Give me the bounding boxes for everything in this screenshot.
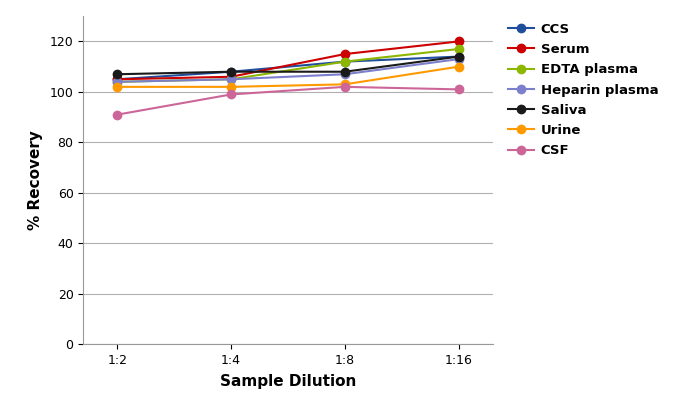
CSF [227,92,235,97]
Line: EDTA plasma: EDTA plasma [113,45,463,86]
Y-axis label: % Recovery: % Recovery [28,130,43,230]
Line: Serum: Serum [113,37,463,83]
Heparin plasma [227,77,235,82]
Line: Heparin plasma: Heparin plasma [113,55,463,86]
CCS [113,77,121,82]
Line: CCS: CCS [113,52,463,83]
EDTA plasma [341,59,349,64]
CSF [341,84,349,89]
EDTA plasma [113,79,121,84]
CCS [341,59,349,64]
Line: Urine: Urine [113,62,463,91]
Heparin plasma [341,72,349,77]
Urine [227,84,235,89]
Heparin plasma [455,57,463,62]
Saliva [227,69,235,74]
Saliva [341,69,349,74]
Line: CSF: CSF [113,83,463,119]
Saliva [113,72,121,77]
Line: Saliva: Saliva [113,52,463,79]
EDTA plasma [227,77,235,82]
Legend: CCS, Serum, EDTA plasma, Heparin plasma, Saliva, Urine, CSF: CCS, Serum, EDTA plasma, Heparin plasma,… [507,23,658,157]
Saliva [455,54,463,59]
CSF [455,87,463,92]
EDTA plasma [455,47,463,51]
Serum [227,75,235,79]
Heparin plasma [113,79,121,84]
CSF [113,112,121,117]
Serum [113,77,121,82]
Urine [455,64,463,69]
Serum [341,51,349,56]
Urine [341,82,349,87]
CCS [227,69,235,74]
X-axis label: Sample Dilution: Sample Dilution [220,374,356,389]
Urine [113,84,121,89]
Serum [455,39,463,44]
CCS [455,54,463,59]
